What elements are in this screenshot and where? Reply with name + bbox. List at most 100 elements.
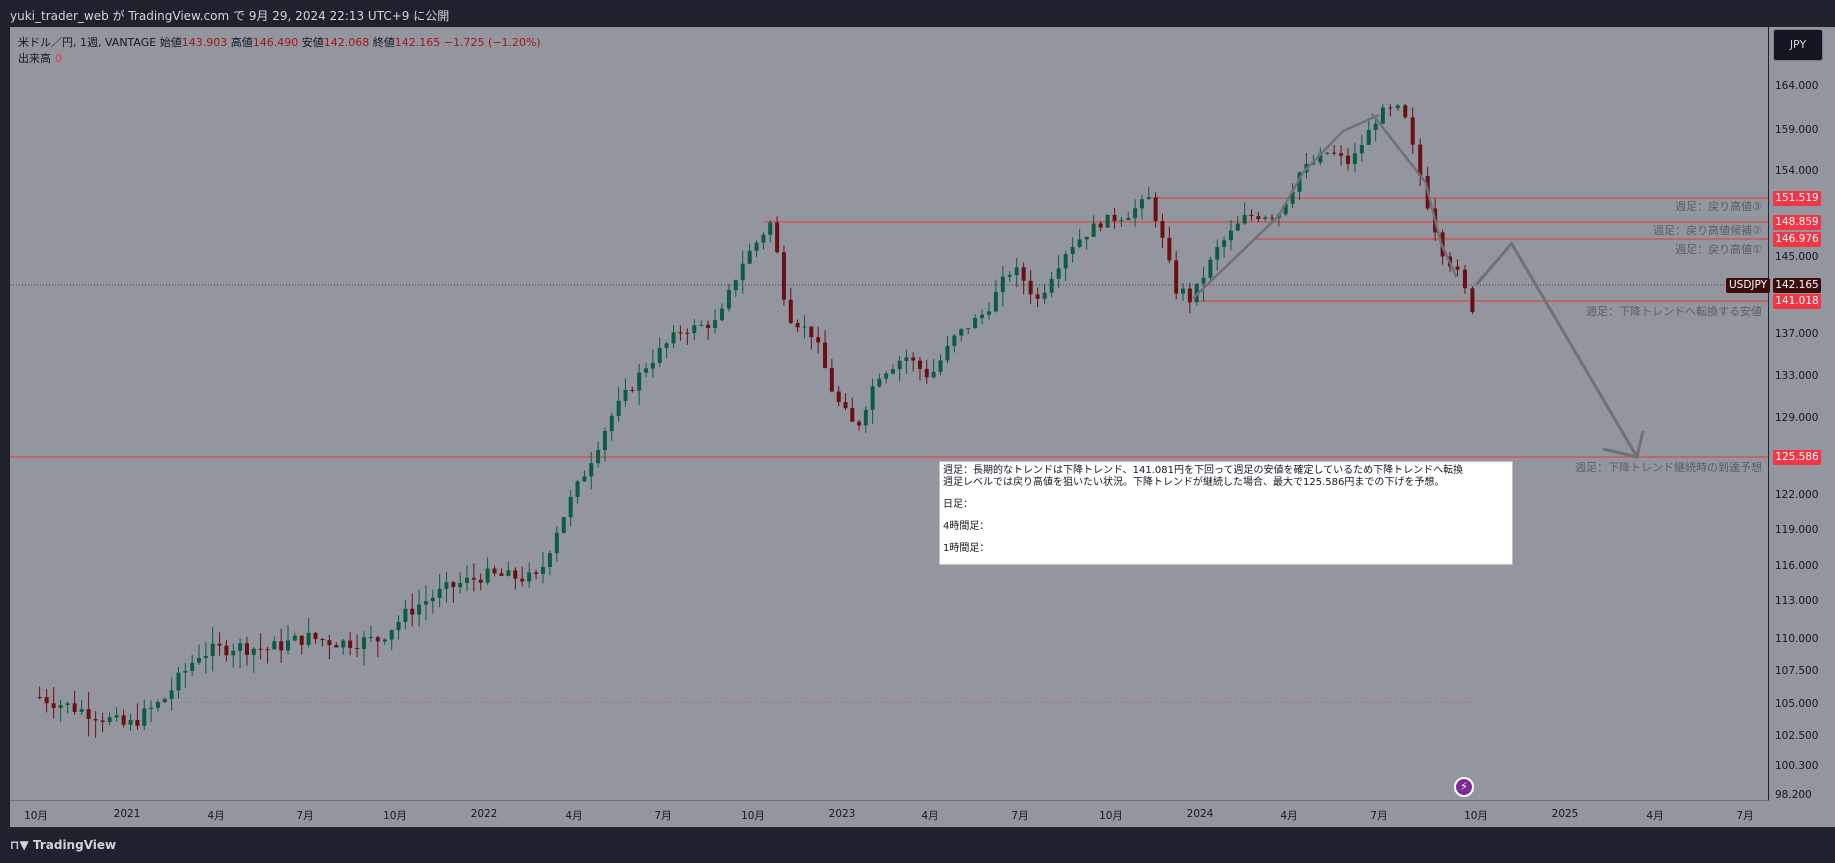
- candle-body: [829, 368, 834, 392]
- candle-body: [1345, 155, 1350, 164]
- trend-drawing: [1192, 114, 1380, 300]
- candle-body: [244, 643, 249, 655]
- candle-body: [1091, 223, 1096, 237]
- price-level-tag[interactable]: 141.018: [1773, 294, 1821, 309]
- chart-area[interactable]: 米ドル／円, 1週, VANTAGE 始値143.903 高値146.490 安…: [10, 27, 1770, 827]
- candle-body: [795, 323, 800, 328]
- analysis-text-box[interactable]: 週足：長期的なトレンドは下降トレンド、141.081円を下回って週足の安値を確定…: [939, 461, 1513, 565]
- y-tick-label: 119.000: [1775, 524, 1819, 536]
- candle-body: [733, 280, 738, 291]
- flash-icon[interactable]: ⚡: [1454, 777, 1474, 797]
- close-value: 142.165: [394, 36, 441, 49]
- candle-body: [114, 715, 119, 718]
- candle-body: [1153, 197, 1158, 222]
- y-tick-label: 98.200: [1775, 789, 1812, 801]
- footer: ⊓▼ TradingView: [0, 828, 1835, 863]
- candle-body: [1160, 221, 1165, 238]
- candle-body: [238, 643, 243, 651]
- y-tick-label: 107.500: [1775, 665, 1819, 677]
- candle-body: [1290, 191, 1295, 204]
- candle-body: [306, 632, 311, 645]
- brand-text: TradingView: [32, 838, 117, 852]
- candle-body: [142, 708, 147, 726]
- level-note[interactable]: 週足：下降トレンドへ転換する安値: [1586, 305, 1762, 318]
- volume-label[interactable]: 出来高: [18, 52, 51, 65]
- candle-body: [582, 476, 587, 482]
- candle-body: [1014, 267, 1019, 276]
- currency-button[interactable]: JPY: [1773, 29, 1823, 61]
- publish-header: yuki_trader_web が TradingView.com で 9月 2…: [0, 0, 1835, 27]
- candle-body: [44, 697, 49, 704]
- candle-body: [203, 655, 208, 658]
- y-tick-label: 159.000: [1775, 124, 1819, 136]
- close-label: 終値: [372, 36, 395, 49]
- candle-body: [520, 578, 525, 582]
- level-note[interactable]: 週足：戻り高値①: [1675, 243, 1762, 256]
- x-tick-label: 7月: [654, 810, 672, 822]
- candle-body: [210, 643, 215, 656]
- candle-body: [623, 389, 628, 401]
- candle-body: [1105, 214, 1110, 228]
- x-tick-label: 4月: [1646, 810, 1664, 822]
- candle-body: [816, 337, 821, 343]
- candle-body: [931, 371, 936, 378]
- price-level-tag[interactable]: 151.519: [1773, 191, 1821, 206]
- candle-body: [1249, 214, 1254, 217]
- price-level-tag[interactable]: 148.859: [1773, 215, 1821, 230]
- candle-body: [540, 566, 545, 574]
- candle-body: [959, 329, 964, 336]
- plot-area[interactable]: 米ドル／円, 1週, VANTAGE 始値143.903 高値146.490 安…: [10, 27, 1768, 827]
- time-axis[interactable]: 10月 2021 4月 7月 10月 2022 4月 7月 10月 2023 4月 7月 10月 2024…: [10, 800, 1770, 827]
- y-tick-label: 145.000: [1775, 251, 1819, 263]
- candle-body: [169, 690, 174, 699]
- candle-body: [320, 639, 325, 641]
- candle-body: [1035, 294, 1040, 299]
- x-tick-label: 7月: [296, 810, 314, 822]
- candle-body: [527, 572, 532, 582]
- candle-body: [857, 421, 862, 426]
- candle-body: [72, 703, 77, 712]
- candle-body: [1028, 280, 1033, 295]
- price-level-tag[interactable]: 125.586: [1773, 450, 1821, 465]
- candle-body: [713, 320, 718, 329]
- candle-body: [423, 601, 428, 605]
- candle-body: [980, 314, 985, 319]
- candle-body: [389, 630, 394, 640]
- candle-body: [1270, 217, 1275, 219]
- candle-body: [79, 709, 84, 712]
- candle-body: [162, 698, 167, 703]
- candle-body: [458, 582, 463, 588]
- candle-body: [1366, 130, 1371, 145]
- level-note[interactable]: 週足：戻り高値候補②: [1653, 224, 1762, 237]
- candle-body: [361, 637, 366, 649]
- candle-body: [1380, 107, 1385, 124]
- candle-body: [973, 318, 978, 329]
- level-note[interactable]: 週足：下降トレンド継続時の到達予想: [1575, 461, 1762, 474]
- level-note[interactable]: 週足：戻り高値③: [1675, 200, 1762, 213]
- low-label: 安値: [301, 36, 324, 49]
- current-price-tag[interactable]: 142.165: [1773, 278, 1821, 293]
- candle-body: [1077, 239, 1082, 248]
- chart-svg[interactable]: [10, 27, 1768, 800]
- candle-body: [1084, 236, 1089, 240]
- tradingview-logo[interactable]: ⊓▼ TradingView: [10, 838, 116, 852]
- candle-body: [952, 335, 957, 346]
- symbol-tag[interactable]: USDJPY: [1726, 278, 1770, 293]
- candle-body: [444, 582, 449, 589]
- candle-body: [1139, 199, 1144, 209]
- candle-body: [568, 497, 573, 518]
- candle-body: [1318, 153, 1323, 163]
- candle-body: [809, 326, 814, 338]
- candle-body: [410, 608, 415, 615]
- candle-body: [877, 378, 882, 387]
- candle-body: [596, 450, 601, 464]
- price-axis[interactable]: 164.000 159.000 154.000 145.000 137.000 133.0…: [1769, 27, 1835, 827]
- candle-body: [609, 415, 614, 432]
- candle-body: [1263, 217, 1268, 220]
- price-level-tag[interactable]: 146.976: [1773, 232, 1821, 247]
- x-tick-label: 2025: [1551, 808, 1579, 820]
- candle-body: [1339, 153, 1344, 156]
- symbol-description[interactable]: 米ドル／円, 1週, VANTAGE: [18, 36, 157, 49]
- candle-body: [788, 299, 793, 324]
- candle-body: [251, 648, 256, 655]
